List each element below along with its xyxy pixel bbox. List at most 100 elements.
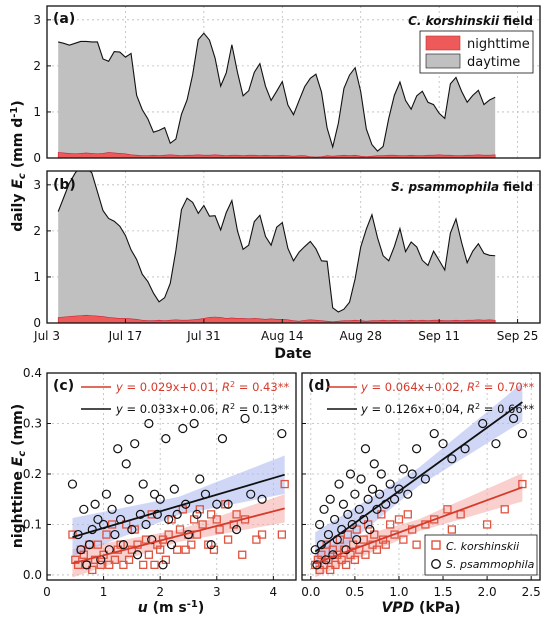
point-s-psammophila-d-38: [411, 444, 422, 454]
point-c-korshinskii-c-13: [105, 560, 114, 570]
point-s-psammophila-d-21: [356, 474, 366, 484]
point-c-korshinskii-c-25: [141, 535, 151, 544]
point-c-korshinskii-c-18: [119, 560, 128, 570]
legend-marker-s-psammophila: [431, 559, 441, 569]
panel-c-equations: y = 0.029x+0.01, R2 = 0.43** y = 0.033x+…: [81, 380, 289, 416]
panel-c-label: (c): [53, 378, 74, 394]
panel-c-border: [46, 372, 297, 581]
point-s-psammophila-c-25: [141, 519, 151, 530]
ytick-label-b-3: 3: [33, 178, 41, 192]
point-s-psammophila-d-44: [478, 418, 488, 429]
point-c-korshinskii-c-41: [189, 515, 199, 524]
panel-c-ticks: 0 1 2 3 4 0.0 0.1 0.2 0.3 0.4: [23, 366, 277, 599]
point-c-korshinskii-c-7: [88, 565, 97, 575]
point-s-psammophila-c-2: [76, 545, 86, 555]
point-s-psammophila-c-40: [189, 418, 199, 429]
point-s-psammophila-c-45: [212, 499, 222, 509]
point-c-korshinskii-c-59: [280, 479, 289, 489]
point-s-psammophila-c-5: [84, 540, 95, 550]
point-c-korshinskii-c-40: [187, 540, 196, 549]
point-c-korshinskii-d-12: [337, 555, 346, 564]
ytick-label-c-3: 0.3: [23, 416, 42, 430]
date-axis-title: Date: [274, 346, 311, 362]
xtick-label-4: Aug 28: [339, 329, 382, 343]
xtick-label-1: Jul 17: [108, 329, 143, 343]
fit-equation-c-korshinskii: y = 0.029x+0.01, R2 = 0.43**: [115, 380, 289, 394]
panel-d-legend-box: [424, 534, 538, 576]
xtick-label-d-5: 2.5: [522, 585, 541, 599]
nighttime-ec-ylabel: nighttime Ec (mm): [10, 404, 28, 548]
point-c-korshinskii-d-32: [394, 515, 404, 524]
point-c-korshinskii-c-38: [181, 545, 190, 554]
point-s-psammophila-c-52: [277, 428, 287, 439]
legend-swatch-nighttime: [425, 35, 461, 51]
point-s-psammophila-d-20: [354, 504, 364, 514]
xtick-label-0: Jul 3: [33, 329, 60, 343]
xtick-label-c-0: 0: [43, 585, 51, 599]
point-s-psammophila-d-42: [447, 454, 457, 464]
point-c-korshinskii-c-28: [150, 560, 159, 570]
point-s-psammophila-c-20: [127, 524, 137, 535]
legend-label-s-psammophila: S. psammophila: [446, 558, 535, 571]
point-s-psammophila-c-13: [107, 504, 117, 514]
point-s-psammophila-d-16: [345, 469, 356, 479]
panel-a-legend: nighttime daytime: [419, 30, 534, 74]
point-s-psammophila-d-32: [385, 479, 395, 489]
point-s-psammophila-d-11: [334, 479, 344, 489]
point-c-korshinskii-c-32: [161, 555, 170, 564]
xtick-label-d-3: 1.5: [433, 585, 452, 599]
point-s-psammophila-d-30: [376, 469, 386, 479]
point-s-psammophila-d-29: [374, 489, 385, 499]
ytick-label-b-1: 1: [33, 270, 41, 284]
point-s-psammophila-d-7: [325, 494, 335, 504]
point-s-psammophila-c-31: [158, 560, 168, 570]
point-c-korshinskii-c-9: [93, 540, 103, 549]
point-s-psammophila-c-26: [144, 418, 154, 429]
point-s-psammophila-d-43: [460, 444, 470, 454]
panel-a-field-label: C. korshinskii field: [408, 14, 533, 28]
panel-a-label: (a): [53, 11, 75, 27]
panel-b-field-label: S. psammophila field: [391, 180, 533, 194]
point-c-korshinskii-c-16: [113, 545, 122, 554]
ytick-label-b-0: 0: [33, 316, 41, 330]
point-c-korshinskii-c-26: [144, 550, 154, 559]
daytime-area-a: [58, 33, 496, 158]
point-c-korshinskii-d-29: [381, 540, 390, 549]
point-s-psammophila-c-30: [155, 494, 165, 504]
point-s-psammophila-c-36: [172, 509, 182, 519]
point-c-korshinskii-d-42: [482, 520, 492, 529]
point-s-psammophila-c-23: [135, 509, 145, 519]
legend-label-daytime: daytime: [467, 55, 520, 70]
point-s-psammophila-c-24: [138, 479, 148, 489]
point-s-psammophila-d-4: [319, 504, 329, 514]
xtick-label-c-2: 2: [156, 585, 164, 599]
panel-b: 0 1 2 3 Jul 3 Jul 17 Jul 31 Aug 14 Aug 28 Sep 11…: [33, 170, 541, 362]
point-s-psammophila-c-8: [93, 514, 103, 525]
point-s-psammophila-d-26: [367, 484, 378, 494]
point-c-korshinskii-d-40: [447, 525, 457, 534]
ytick-label-c-0: 0.0: [23, 568, 42, 582]
daytime-line-a: [58, 32, 496, 152]
point-s-psammophila-d-1: [312, 560, 322, 570]
wind-speed-axis-title: u (m s-1): [138, 599, 205, 616]
point-c-korshinskii-d-18: [350, 555, 360, 564]
xtick-label-c-3: 3: [213, 585, 221, 599]
point-s-psammophila-d-35: [398, 464, 408, 474]
point-s-psammophila-d-15: [343, 509, 353, 519]
point-c-korshinskii-d-22: [361, 550, 370, 559]
point-s-psammophila-c-0: [67, 479, 78, 489]
point-s-psammophila-c-21: [130, 439, 140, 449]
point-c-korshinskii-c-35: [173, 545, 182, 554]
point-s-psammophila-c-32: [161, 434, 171, 444]
point-s-psammophila-d-27: [369, 459, 379, 469]
point-c-korshinskii-d-19: [352, 525, 361, 534]
point-s-psammophila-c-37: [178, 423, 188, 434]
xtick-label-d-0: 0.0: [301, 585, 320, 599]
point-c-korshinskii-d-9: [331, 560, 340, 570]
point-c-korshinskii-c-15: [110, 555, 120, 564]
point-s-psammophila-d-24: [363, 494, 373, 504]
point-c-korshinskii-d-15: [343, 530, 352, 539]
point-c-korshinskii-d-27: [377, 510, 386, 519]
point-s-psammophila-c-33: [164, 514, 174, 525]
point-s-psammophila-d-6: [323, 529, 334, 540]
